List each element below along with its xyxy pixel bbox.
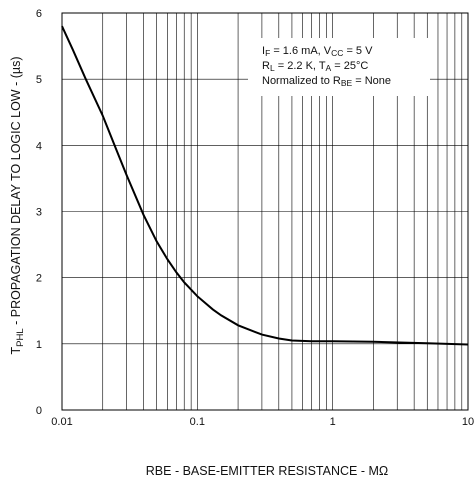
x-tick-label: 0.1 [190, 416, 205, 428]
x-tick-label: 1 [330, 416, 336, 428]
y-tick-labels: 0 1 2 3 4 5 6 [36, 8, 42, 417]
annotation-line: IF = 1.6 mA, VCC = 5 V [262, 45, 373, 58]
annotation-text: IF = 1.6 mA, VCC = 5 V RL = 2.2 K, TA = 2… [262, 45, 391, 88]
y-tick-label: 1 [36, 339, 42, 351]
y-tick-label: 2 [36, 273, 42, 285]
plot-frame [61, 12, 469, 411]
annotation-box [248, 38, 430, 96]
y-tick-label: 3 [36, 207, 42, 219]
x-tick-label: 0.01 [51, 416, 72, 428]
x-axis-label: RBE - BASE-EMITTER RESISTANCE - MΩ [146, 464, 388, 478]
y-tick-label: 4 [36, 140, 42, 152]
x-tick-label: 10 [462, 416, 474, 428]
x-tick-labels: 0.01 0.1 1 10 [51, 416, 474, 428]
annotation-line: Normalized to RBE = None [262, 75, 391, 88]
y-axis-label: TPHL - PROPAGATION DELAY TO LOGIC LOW - … [9, 57, 26, 355]
series-line [61, 25, 469, 346]
y-tick-label: 0 [36, 405, 42, 417]
y-tick-label: 5 [36, 74, 42, 86]
annotation-line: RL = 2.2 K, TA = 25°C [262, 60, 368, 73]
y-tick-label: 6 [36, 8, 42, 20]
